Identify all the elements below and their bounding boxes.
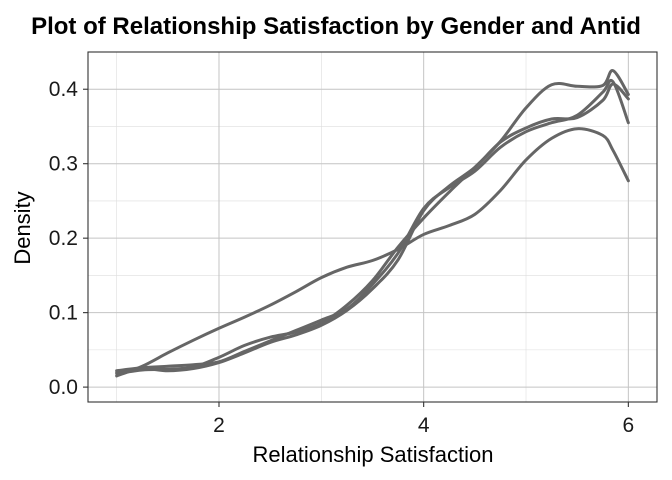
x-tick-label: 4 [418, 414, 430, 437]
y-tick-labels: 0.0 0.1 0.2 0.3 0.4 [49, 78, 79, 399]
y-axis-title: Density [10, 191, 35, 264]
x-tick-labels: 2 4 6 [213, 414, 634, 437]
y-tick-label: 0.2 [49, 227, 78, 250]
y-tick-label: 0.4 [49, 78, 79, 101]
x-tick-label: 6 [623, 414, 635, 437]
major-grid [88, 52, 657, 402]
density-line-3 [115, 78, 630, 373]
y-tick-label: 0.0 [49, 376, 78, 399]
x-axis-title: Relationship Satisfaction [253, 442, 494, 467]
y-tick-label: 0.1 [49, 302, 78, 325]
y-tick-label: 0.3 [49, 153, 78, 176]
minor-grid [88, 52, 657, 402]
density-line-4 [115, 69, 630, 376]
density-lines [115, 69, 630, 378]
plot-panel-border [87, 51, 658, 403]
density-line-2 [115, 82, 630, 374]
density-line-1 [115, 127, 630, 378]
axis-ticks [83, 88, 629, 407]
chart-title: Plot of Relationship Satisfaction by Gen… [31, 13, 641, 40]
x-tick-label: 2 [213, 414, 225, 437]
